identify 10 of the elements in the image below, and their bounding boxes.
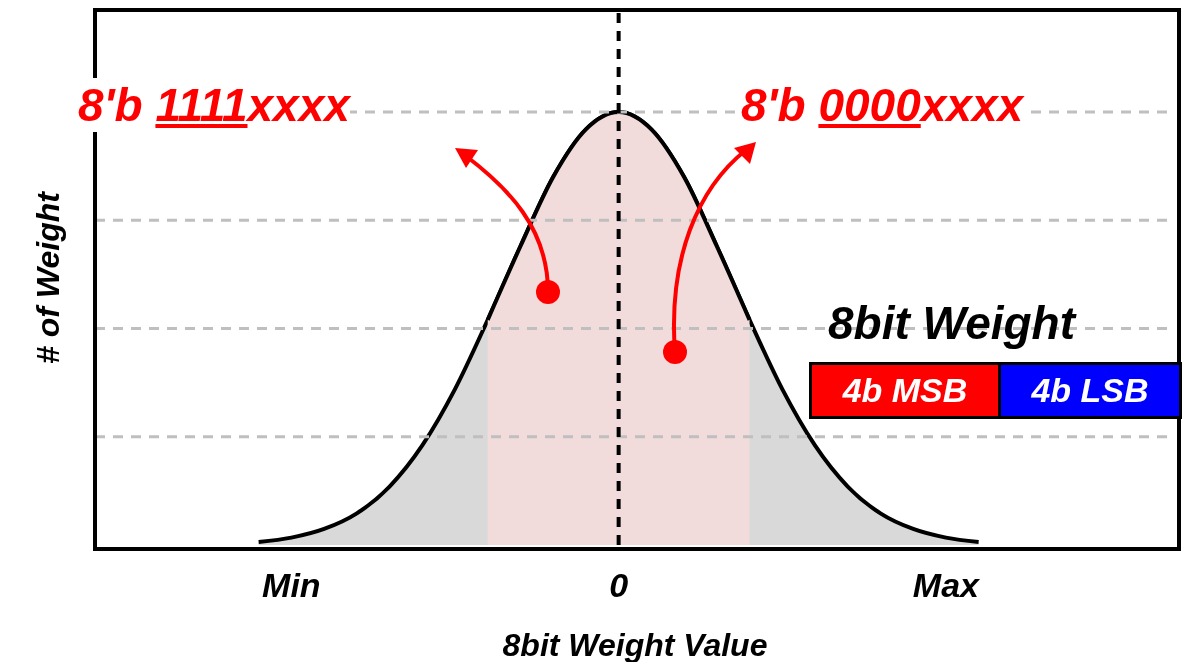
annotation: 4b LSB: [1001, 365, 1179, 416]
annotation: 8'b 1111xxxx: [78, 78, 350, 132]
y-axis-title: # of Weight: [29, 192, 67, 364]
x-tick-label: Min: [262, 566, 321, 605]
x-axis-title: 8bit Weight Value: [502, 627, 768, 663]
annotation: 8'b 0000xxxx: [741, 78, 1024, 132]
x-tick-label: 0: [609, 566, 629, 605]
x-tick-label: Max: [912, 566, 982, 605]
annotation: 4b MSB: [812, 365, 1001, 416]
annotation: 8bit Weight: [828, 296, 1076, 350]
